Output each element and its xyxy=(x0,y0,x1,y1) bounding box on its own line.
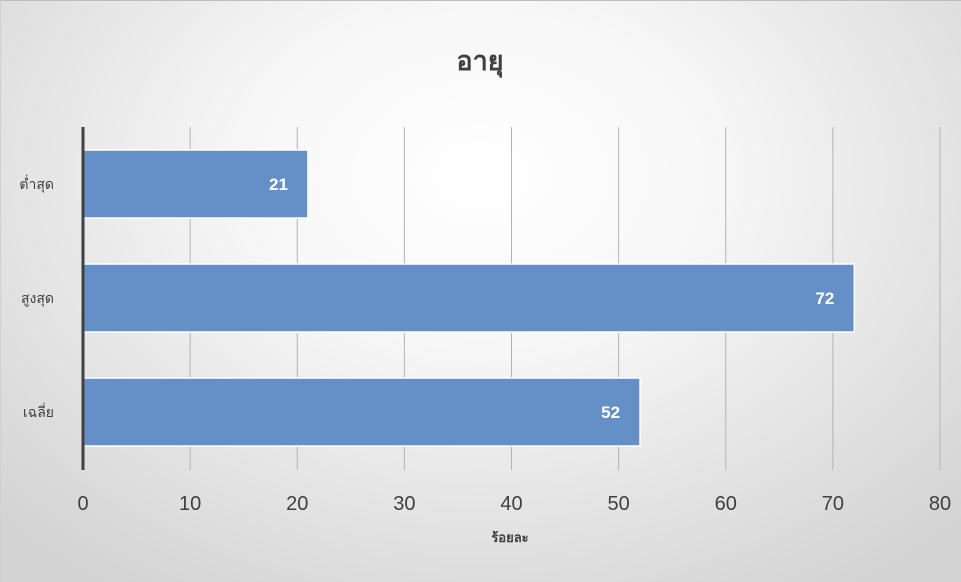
tick-label: 10 xyxy=(179,493,201,515)
category-label: เฉลี่ย xyxy=(23,403,54,421)
tick-label: 40 xyxy=(500,493,522,515)
bars xyxy=(82,149,856,447)
bar xyxy=(82,377,641,447)
tick-label: 30 xyxy=(393,493,415,515)
tick-label: 50 xyxy=(608,493,630,515)
bar xyxy=(82,263,856,333)
data-labels: 21 72 52 xyxy=(269,175,834,422)
tick-label: 70 xyxy=(822,493,844,515)
data-label: 52 xyxy=(601,403,620,422)
chart-title: อายุ xyxy=(456,46,503,78)
tick-label: 0 xyxy=(77,493,88,515)
tick-label: 80 xyxy=(929,493,951,515)
category-label: ต่ำสุด xyxy=(19,175,54,193)
tick-labels: 0 10 20 30 40 50 60 70 80 xyxy=(77,493,951,515)
tick-label: 20 xyxy=(286,493,308,515)
tick-label: 60 xyxy=(715,493,737,515)
x-axis-title: ร้อยละ xyxy=(491,530,528,546)
data-label: 21 xyxy=(269,175,288,194)
data-label: 72 xyxy=(815,289,834,308)
bar xyxy=(82,149,309,219)
category-label: สูงสุด xyxy=(21,291,54,307)
